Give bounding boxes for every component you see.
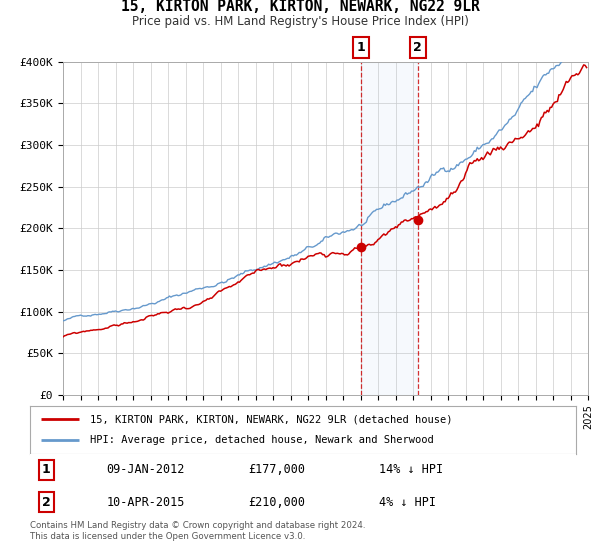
Text: 15, KIRTON PARK, KIRTON, NEWARK, NG22 9LR: 15, KIRTON PARK, KIRTON, NEWARK, NG22 9L… [121, 0, 479, 14]
Text: 15, KIRTON PARK, KIRTON, NEWARK, NG22 9LR (detached house): 15, KIRTON PARK, KIRTON, NEWARK, NG22 9L… [90, 414, 452, 424]
Text: 1: 1 [42, 463, 51, 477]
Text: £177,000: £177,000 [248, 463, 305, 477]
Text: Price paid vs. HM Land Registry's House Price Index (HPI): Price paid vs. HM Land Registry's House … [131, 15, 469, 28]
Bar [361, 62, 418, 395]
Text: £210,000: £210,000 [248, 496, 305, 509]
Text: 4% ↓ HPI: 4% ↓ HPI [379, 496, 436, 509]
Text: HPI: Average price, detached house, Newark and Sherwood: HPI: Average price, detached house, Newa… [90, 435, 434, 445]
Text: Contains HM Land Registry data © Crown copyright and database right 2024.
This d: Contains HM Land Registry data © Crown c… [30, 521, 365, 541]
Text: 1: 1 [356, 41, 365, 54]
Text: 14% ↓ HPI: 14% ↓ HPI [379, 463, 443, 477]
Text: 2: 2 [413, 41, 422, 54]
Text: 2: 2 [42, 496, 51, 509]
Text: 09-JAN-2012: 09-JAN-2012 [106, 463, 185, 477]
Text: 10-APR-2015: 10-APR-2015 [106, 496, 185, 509]
